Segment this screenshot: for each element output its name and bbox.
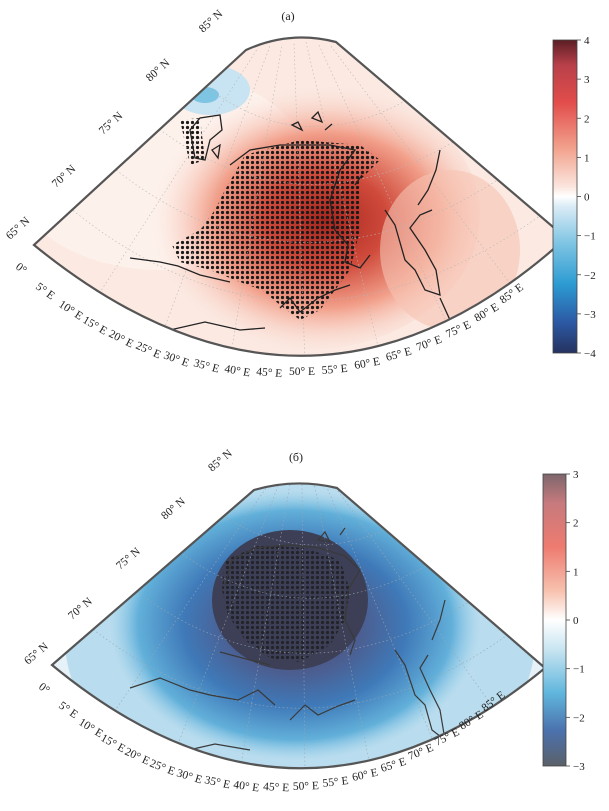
lon-label: 40° E: [233, 779, 260, 795]
lon-label: 50° E: [289, 366, 315, 378]
lat-label: 75° N: [114, 545, 143, 572]
lon-label: 0°: [13, 261, 29, 277]
lon-label: 5° E: [56, 700, 79, 721]
panel-b-coastline: [129, 527, 446, 753]
lon-label: 20° E: [107, 328, 136, 350]
lon-label: 70° E: [415, 334, 444, 354]
colorbar-tick-label: 2: [584, 113, 590, 125]
lon-label: 45° E: [256, 366, 283, 380]
colorbar-tick-label: 3: [584, 74, 590, 86]
colorbar-tick-label: 1: [584, 152, 590, 164]
colorbar-tick-label: −1: [573, 664, 585, 676]
lat-label: 75° N: [97, 110, 126, 138]
lon-label: 65° E: [385, 346, 413, 364]
panel-a: (a): [4, 8, 596, 381]
lon-label: 50° E: [293, 780, 319, 793]
lat-label: 65° N: [22, 640, 51, 667]
lat-label: 85° N: [197, 8, 226, 36]
lon-label: 15° E: [99, 732, 128, 755]
lon-label: 10° E: [76, 716, 104, 740]
lon-label: 25° E: [148, 758, 177, 779]
colorbar-tick-label: −2: [584, 270, 596, 282]
panel-b-frame: [50, 482, 547, 770]
panel-b-map: [52, 483, 545, 769]
colorbar-tick-label: 1: [573, 566, 579, 578]
colorbar-tick-label: −4: [584, 348, 596, 360]
lon-label: 75° E: [444, 319, 473, 341]
colorbar-tick-label: 4: [584, 35, 590, 47]
lon-label: 0°: [36, 681, 52, 697]
colorbar-tick-label: −3: [584, 309, 596, 321]
colorbar-tick-label: 3: [573, 469, 579, 481]
panel-b-significance-dots: [222, 545, 350, 662]
lon-label: 55° E: [322, 775, 349, 790]
lat-label: 80° N: [159, 495, 188, 522]
lon-label: 25° E: [134, 340, 163, 362]
lon-label: 45° E: [263, 781, 290, 794]
colorbar-tick-label: −2: [573, 712, 585, 724]
lon-label: 40° E: [223, 363, 251, 379]
lat-label: 85° N: [206, 447, 235, 474]
colorbar-tick-label: −3: [573, 761, 585, 773]
colorbar-tick-label: 0: [584, 192, 590, 204]
lat-label: 70° N: [66, 595, 95, 622]
lon-label: 30° E: [162, 350, 191, 370]
lat-label: 70° N: [50, 163, 79, 191]
lon-label: 35° E: [192, 357, 220, 375]
lon-label: 35° E: [203, 774, 231, 791]
panel-b: (б): [22, 447, 585, 795]
lon-label: 10° E: [56, 298, 84, 322]
lon-label: 60° E: [351, 767, 379, 784]
lon-label: 30° E: [175, 767, 203, 786]
lon-label: 5° E: [33, 281, 56, 303]
panel-a-map: [34, 37, 566, 356]
panel-a-frame: [32, 36, 568, 357]
colorbar-tick-label: 0: [573, 615, 579, 627]
panel-a-colorbar: 4 3 2 1 0 −1 −2 −3 −4: [552, 35, 596, 360]
panel-a-coastline: [129, 110, 471, 331]
lon-label: 55° E: [321, 363, 348, 377]
lon-label: 15° E: [81, 314, 110, 337]
panel-a-title: (a): [281, 9, 294, 23]
lat-label: 65° N: [4, 215, 33, 243]
panel-b-title: (б): [289, 450, 303, 464]
lon-label: 60° E: [353, 356, 381, 372]
lon-label: 20° E: [123, 746, 152, 768]
lon-label: 65° E: [379, 756, 407, 775]
colorbar-tick-label: 2: [573, 518, 579, 530]
colorbar-tick-label: −1: [584, 231, 596, 243]
panel-b-colorbar: 3 2 1 0 −1 −2 −3: [542, 469, 585, 773]
lat-label: 80° N: [144, 57, 173, 85]
panel-a-significance-dots: [172, 118, 380, 320]
